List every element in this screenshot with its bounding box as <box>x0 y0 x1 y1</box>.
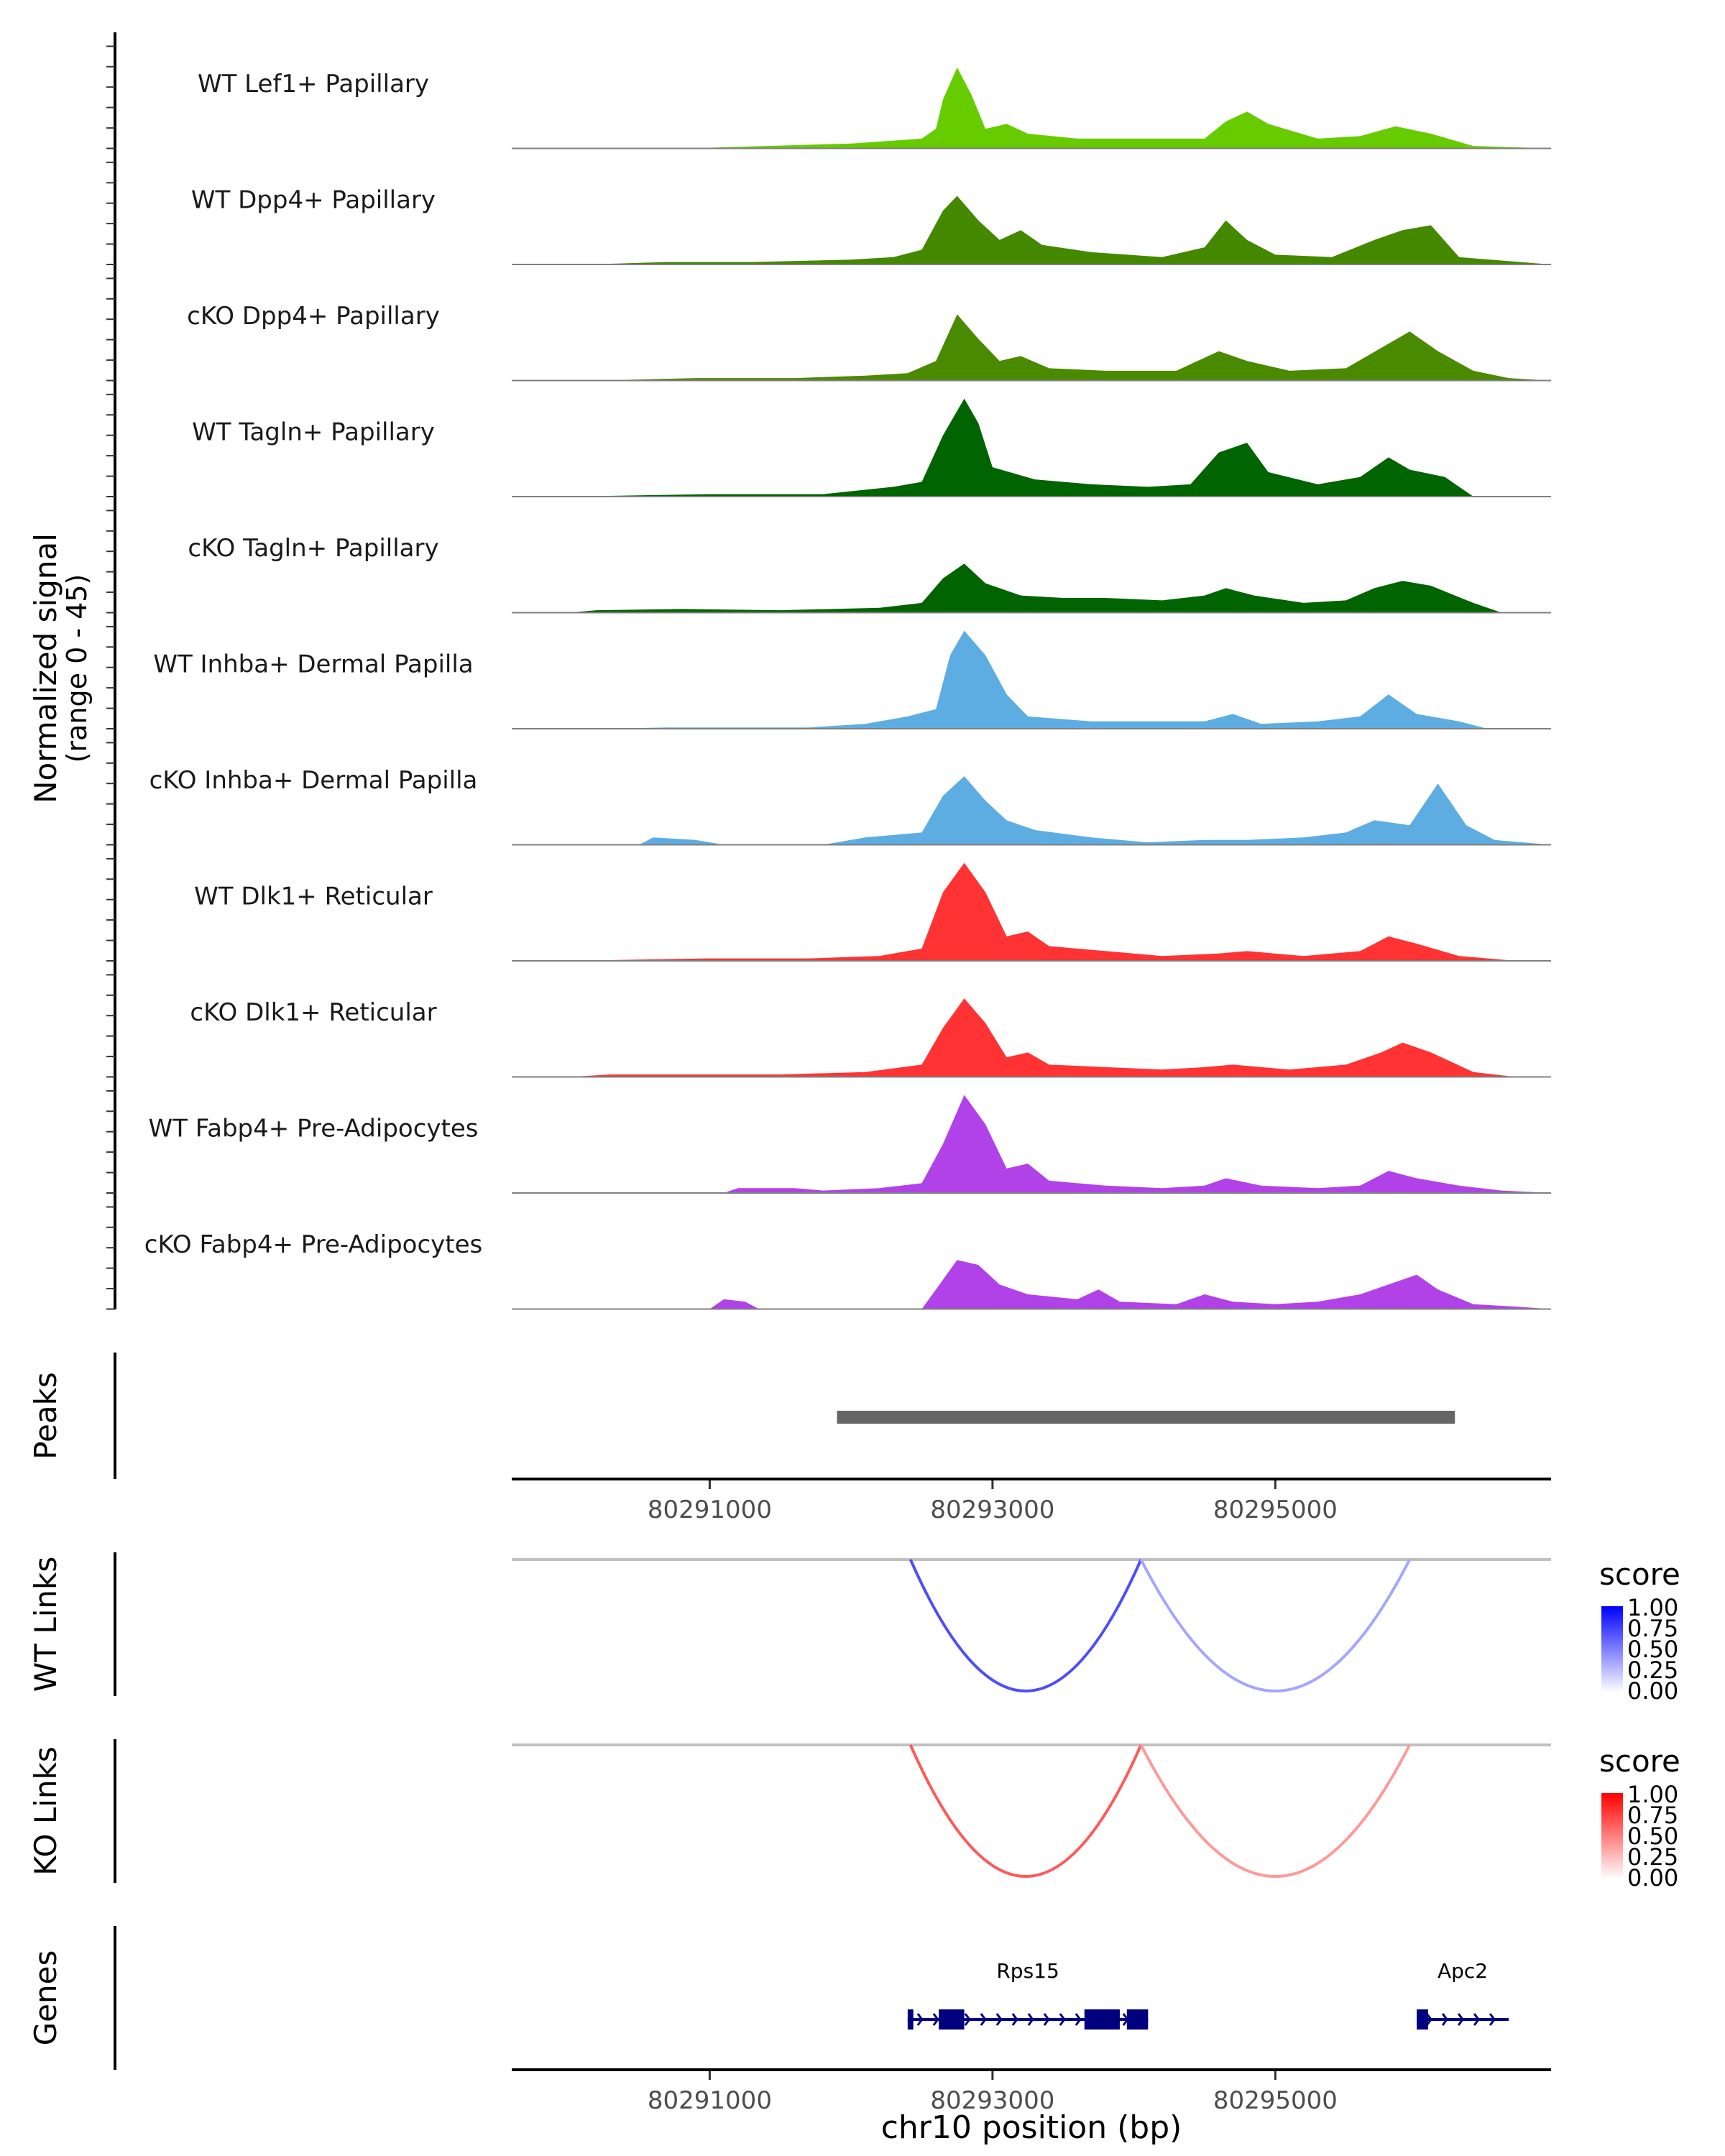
coverage-area-7 <box>512 862 1551 961</box>
wt-links-track <box>512 1558 1551 1692</box>
track-label-8: cKO Dlk1+ Reticular <box>190 998 436 1027</box>
ko-legend-tick-1: 0.75 <box>1627 1802 1678 1829</box>
track-label-2: cKO Dpp4+ Papillary <box>187 302 440 331</box>
gene-strand-arrow-1 <box>1425 2013 1432 2026</box>
x-top-tick-label-0: 80291000 <box>648 1496 772 1524</box>
x-ticks-bottom: 80291000 80293000 80295000 <box>648 2071 1338 2115</box>
ko-legend-tick-0: 1.00 <box>1627 1781 1678 1808</box>
coverage-area-6 <box>512 776 1551 845</box>
coverage-area-4 <box>512 563 1551 613</box>
peaks-label: Peaks <box>28 1372 63 1460</box>
wt-link-arc-0 <box>908 1559 1143 1692</box>
gene-strand-arrow-0 <box>1027 2013 1034 2026</box>
ko-links-legend: score 1.000.750.500.250.00 <box>1599 1743 1680 1892</box>
gene-strand-arrow-1 <box>1489 2013 1496 2026</box>
coverage-area-9 <box>512 1095 1551 1193</box>
gene-strand-arrow-1 <box>1473 2013 1480 2026</box>
coverage-ylabel-line2: (range 0 - 45) <box>61 574 93 763</box>
x-ticks-top: 80291000 80293000 80295000 <box>648 1480 1338 1524</box>
wt-legend-tick-3: 0.25 <box>1627 1657 1678 1684</box>
wt-legend-tick-4: 0.00 <box>1627 1677 1678 1705</box>
coverage-ylabel-line1: Normalized signal <box>28 533 63 803</box>
x-top-tick-label-1: 80293000 <box>930 1496 1054 1524</box>
track-label-0: WT Lef1+ Papillary <box>198 70 429 98</box>
gene-exon-1-0 <box>1417 2009 1428 2030</box>
wt-links-legend: score 1.000.750.500.250.00 <box>1599 1557 1680 1705</box>
ko-legend-tick-2: 0.50 <box>1627 1823 1678 1850</box>
wt-legend-title: score <box>1599 1557 1680 1592</box>
coverage-area-0 <box>512 67 1551 149</box>
ko-links-label: KO Links <box>28 1746 63 1876</box>
gene-strand-arrow-0 <box>1011 2013 1018 2026</box>
gene-exon-0-0 <box>907 2009 914 2030</box>
gene-strand-arrow-0 <box>1075 2013 1082 2026</box>
wt-links-label: WT Links <box>28 1557 63 1692</box>
gene-label-1: Apc2 <box>1438 1959 1488 1983</box>
gene-exon-0-1 <box>939 2009 965 2030</box>
ko-legend-colorbar <box>1601 1793 1623 1879</box>
wt-legend-colorbar <box>1601 1606 1623 1692</box>
genes-label: Genes <box>28 1950 63 2046</box>
track-label-3: WT Tagln+ Papillary <box>192 418 435 447</box>
coverage-area-5 <box>512 630 1551 729</box>
wt-link-arc-1 <box>1139 1559 1412 1692</box>
track-label-6: cKO Inhba+ Dermal Papilla <box>150 766 478 795</box>
ko-legend-ticks: 1.000.750.500.250.00 <box>1627 1781 1678 1892</box>
ko-link-arc-0 <box>908 1744 1143 1878</box>
peaks-track <box>837 1411 1455 1424</box>
gene-exon-0-2 <box>1084 2009 1120 2030</box>
track-label-7: WT Dlk1+ Reticular <box>194 883 433 911</box>
gene-strand-arrow-0 <box>932 2013 939 2026</box>
peak-bar-0 <box>837 1411 1455 1424</box>
wt-legend-tick-1: 0.75 <box>1627 1615 1678 1642</box>
gene-strand-arrow-0 <box>1043 2013 1050 2026</box>
genes-track: Rps15 Apc2 <box>907 1959 1509 2030</box>
ko-legend-tick-3: 0.25 <box>1627 1843 1678 1871</box>
x-bottom-tick-label-0: 80291000 <box>648 2086 772 2115</box>
coverage-area-2 <box>512 314 1551 381</box>
coverage-area-8 <box>512 998 1551 1077</box>
wt-legend-tick-2: 0.50 <box>1627 1636 1678 1663</box>
coverage-y-ticks <box>106 45 115 1310</box>
gene-strand-arrow-1 <box>1441 2013 1448 2026</box>
gene-strand-arrow-0 <box>980 2013 987 2026</box>
gene-strand-arrow-0 <box>995 2013 1003 2026</box>
coverage-area-3 <box>512 398 1551 497</box>
gene-strand-arrow-0 <box>1059 2013 1066 2026</box>
gene-label-0: Rps15 <box>996 1959 1059 1983</box>
track-label-4: cKO Tagln+ Papillary <box>188 534 438 563</box>
gene-exon-0-3 <box>1126 2009 1149 2030</box>
coverage-tracks: WT Lef1+ Papillary WT Dpp4+ Papillary cKO … <box>144 67 1551 1310</box>
x-top-tick-label-2: 80295000 <box>1213 1496 1338 1524</box>
wt-legend-tick-0: 1.00 <box>1627 1594 1678 1621</box>
track-label-1: WT Dpp4+ Papillary <box>191 186 436 215</box>
track-label-10: cKO Fabp4+ Pre-Adipocytes <box>144 1230 483 1259</box>
x-axis-title: chr10 position (bp) <box>881 2109 1182 2146</box>
ko-legend-tick-4: 0.00 <box>1627 1864 1678 1892</box>
coverage-area-1 <box>512 195 1551 264</box>
track-label-9: WT Fabp4+ Pre-Adipocytes <box>149 1115 479 1143</box>
ko-link-arc-1 <box>1139 1744 1412 1878</box>
gene-strand-arrow-0 <box>964 2013 971 2026</box>
ko-links-track <box>512 1743 1551 1878</box>
coverage-area-10 <box>512 1260 1551 1309</box>
ko-legend-title: score <box>1599 1743 1680 1779</box>
gene-strand-arrow-0 <box>916 2013 924 2026</box>
x-bottom-tick-label-2: 80295000 <box>1213 2086 1338 2115</box>
x-bottom-tick-label-1: 80293000 <box>930 2086 1054 2115</box>
gene-strand-arrow-1 <box>1457 2013 1464 2026</box>
wt-legend-ticks: 1.000.750.500.250.00 <box>1627 1594 1678 1705</box>
track-label-5: WT Inhba+ Dermal Papilla <box>153 650 473 679</box>
